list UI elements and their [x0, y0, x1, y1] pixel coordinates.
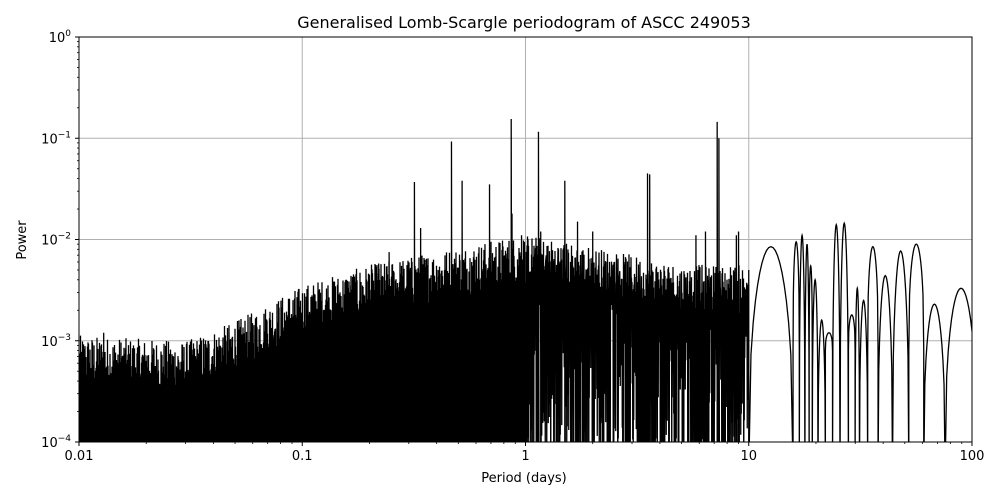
x-axis-label: Period (days) [481, 471, 567, 486]
y-tick-label: 10−2 [41, 232, 71, 249]
x-tick-label: 10 [740, 449, 757, 464]
x-axis: 0.01 0.1 1 10 100 [65, 442, 985, 464]
y-axis: 10−4 10−3 10−2 10−1 100 [41, 29, 79, 451]
y-tick-label: 10−1 [41, 130, 71, 147]
chart-title: Generalised Lomb-Scargle periodogram of … [297, 13, 751, 32]
x-tick-label: 1 [521, 449, 529, 464]
y-axis-label: Power [15, 220, 30, 260]
y-tick-label: 100 [49, 29, 72, 46]
y-tick-label: 10−4 [41, 434, 71, 451]
x-tick-label: 100 [960, 449, 985, 464]
x-tick-label: 0.1 [292, 449, 313, 464]
plot-area [79, 118, 972, 442]
power-series-line [79, 118, 972, 442]
y-tick-label: 10−3 [41, 333, 71, 350]
x-tick-label: 0.01 [65, 449, 94, 464]
